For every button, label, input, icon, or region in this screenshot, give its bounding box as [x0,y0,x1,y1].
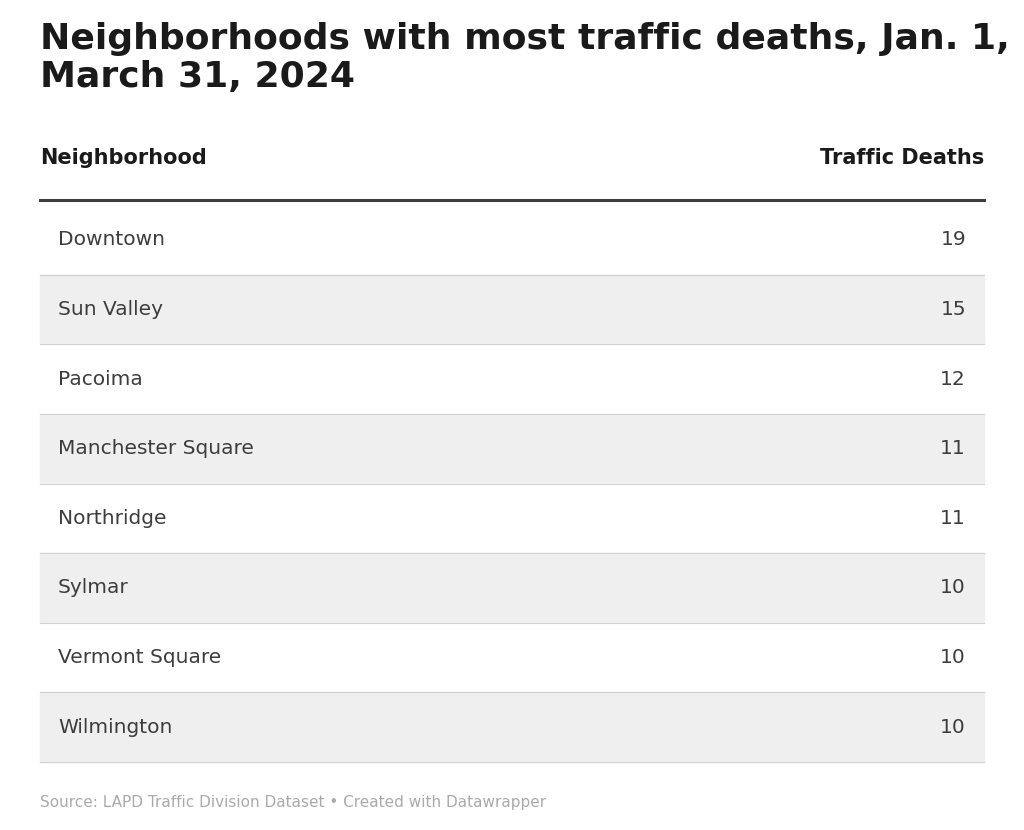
Bar [40,275,984,344]
Text: 12: 12 [940,369,966,388]
Text: Manchester Square: Manchester Square [58,439,254,458]
Text: 10: 10 [940,579,966,598]
Text: Wilmington: Wilmington [58,718,172,737]
Text: Source: LAPD Traffic Division Dataset • Created with Datawrapper: Source: LAPD Traffic Division Dataset • … [40,795,546,810]
Text: Downtown: Downtown [58,230,165,249]
Bar [40,484,984,553]
Bar [40,414,984,484]
Text: Neighborhoods with most traffic deaths, Jan. 1, 2023–
March 31, 2024: Neighborhoods with most traffic deaths, … [40,22,1024,94]
Text: 10: 10 [940,718,966,737]
Text: 15: 15 [940,300,966,319]
Text: 19: 19 [940,230,966,249]
Bar [40,344,984,414]
Text: Sun Valley: Sun Valley [58,300,163,319]
Text: 11: 11 [940,509,966,528]
Text: Neighborhood: Neighborhood [40,148,207,168]
Bar [40,553,984,622]
Bar [40,692,984,762]
Text: Vermont Square: Vermont Square [58,648,221,667]
Bar [40,622,984,692]
Text: Northridge: Northridge [58,509,167,528]
Text: 11: 11 [940,439,966,458]
Text: Traffic Deaths: Traffic Deaths [820,148,984,168]
Text: Sylmar: Sylmar [58,579,129,598]
Text: 10: 10 [940,648,966,667]
Bar [40,205,984,275]
Text: Pacoima: Pacoima [58,369,142,388]
